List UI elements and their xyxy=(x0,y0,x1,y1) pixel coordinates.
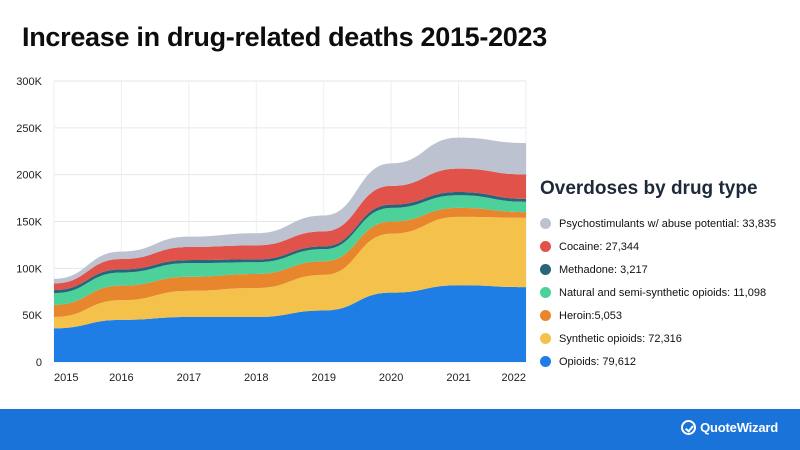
legend-swatch xyxy=(540,333,551,344)
legend-swatch xyxy=(540,356,551,367)
x-tick-label: 2021 xyxy=(446,372,470,384)
y-axis-ticks: 0 50K 100K 150K 200K 250K 300K xyxy=(16,76,42,369)
x-tick-label: 2017 xyxy=(177,372,201,384)
y-tick-label: 50K xyxy=(22,310,42,322)
legend-label: Methadone: 3,217 xyxy=(559,263,648,276)
x-tick-label: 2019 xyxy=(311,372,335,384)
legend-label: Heroin:5,053 xyxy=(559,309,622,322)
legend-label: Opioids: 79,612 xyxy=(559,355,637,368)
legend-swatch xyxy=(540,241,551,252)
footer-bar: QuoteWizard xyxy=(0,409,800,450)
legend-item: Opioids: 79,612 xyxy=(540,350,795,373)
legend-label: Natural and semi-synthetic opioids: 11,0… xyxy=(559,286,767,299)
legend-label: Synthetic opioids: 72,316 xyxy=(559,332,682,345)
legend-item: Natural and semi-synthetic opioids: 11,0… xyxy=(540,281,795,304)
brand-name: QuoteWizard xyxy=(700,420,778,435)
y-tick-label: 100K xyxy=(16,263,42,275)
legend-item: Cocaine: 27,344 xyxy=(540,235,795,258)
area-cocaine xyxy=(54,168,526,291)
y-tick-label: 300K xyxy=(16,76,42,88)
legend-item: Methadone: 3,217 xyxy=(540,258,795,281)
legend: Overdoses by drug type Psychostimulants … xyxy=(540,178,795,373)
legend-item: Synthetic opioids: 72,316 xyxy=(540,327,795,350)
x-tick-label: 2015 xyxy=(54,372,78,384)
legend-title: Overdoses by drug type xyxy=(540,178,758,199)
legend-item: Heroin:5,053 xyxy=(540,304,795,327)
y-tick-label: 150K xyxy=(16,217,42,229)
x-tick-label: 2016 xyxy=(109,372,133,384)
legend-item: Psychostimulants w/ abuse potential: 33,… xyxy=(540,212,795,235)
y-tick-label: 200K xyxy=(16,170,42,182)
area-synthetic-opioids xyxy=(54,216,526,329)
legend-label: Cocaine: 27,344 xyxy=(559,240,640,253)
quotewizard-logo[interactable]: QuoteWizard xyxy=(681,420,778,435)
legend-items: Psychostimulants w/ abuse potential: 33,… xyxy=(540,212,795,373)
x-axis-ticks: 2015 2016 2017 2018 2019 2020 2021 2022 xyxy=(54,372,526,384)
legend-swatch xyxy=(540,310,551,321)
chart-title: Increase in drug-related deaths 2015-202… xyxy=(22,22,547,52)
y-tick-label: 0 xyxy=(36,357,42,369)
legend-label: Psychostimulants w/ abuse potential: 33,… xyxy=(559,217,777,230)
area-series xyxy=(54,137,526,362)
area-natural-and-semi-synthetic-opioids xyxy=(54,195,526,305)
x-tick-label: 2018 xyxy=(244,372,268,384)
area-heroin xyxy=(54,207,526,318)
x-tick-label: 2020 xyxy=(379,372,403,384)
area-opioids xyxy=(54,285,526,362)
quotewizard-check-icon xyxy=(681,420,697,435)
y-tick-label: 250K xyxy=(16,123,42,135)
area-psychostimulants-w-abuse-potential xyxy=(54,137,526,284)
legend-swatch xyxy=(540,218,551,229)
legend-swatch xyxy=(540,264,551,275)
legend-swatch xyxy=(540,287,551,298)
x-tick-label: 2022 xyxy=(502,372,526,384)
